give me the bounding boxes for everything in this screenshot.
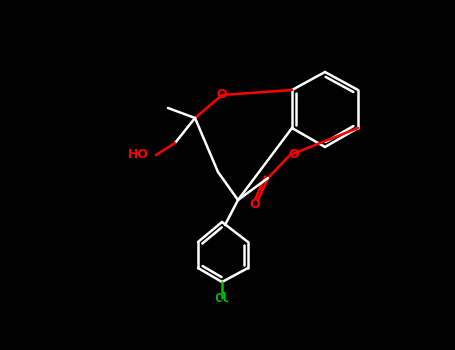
- Text: HO: HO: [127, 148, 148, 161]
- Text: O: O: [250, 198, 260, 211]
- Text: Cl: Cl: [214, 292, 229, 304]
- Text: O: O: [288, 148, 299, 161]
- Text: O: O: [217, 89, 228, 101]
